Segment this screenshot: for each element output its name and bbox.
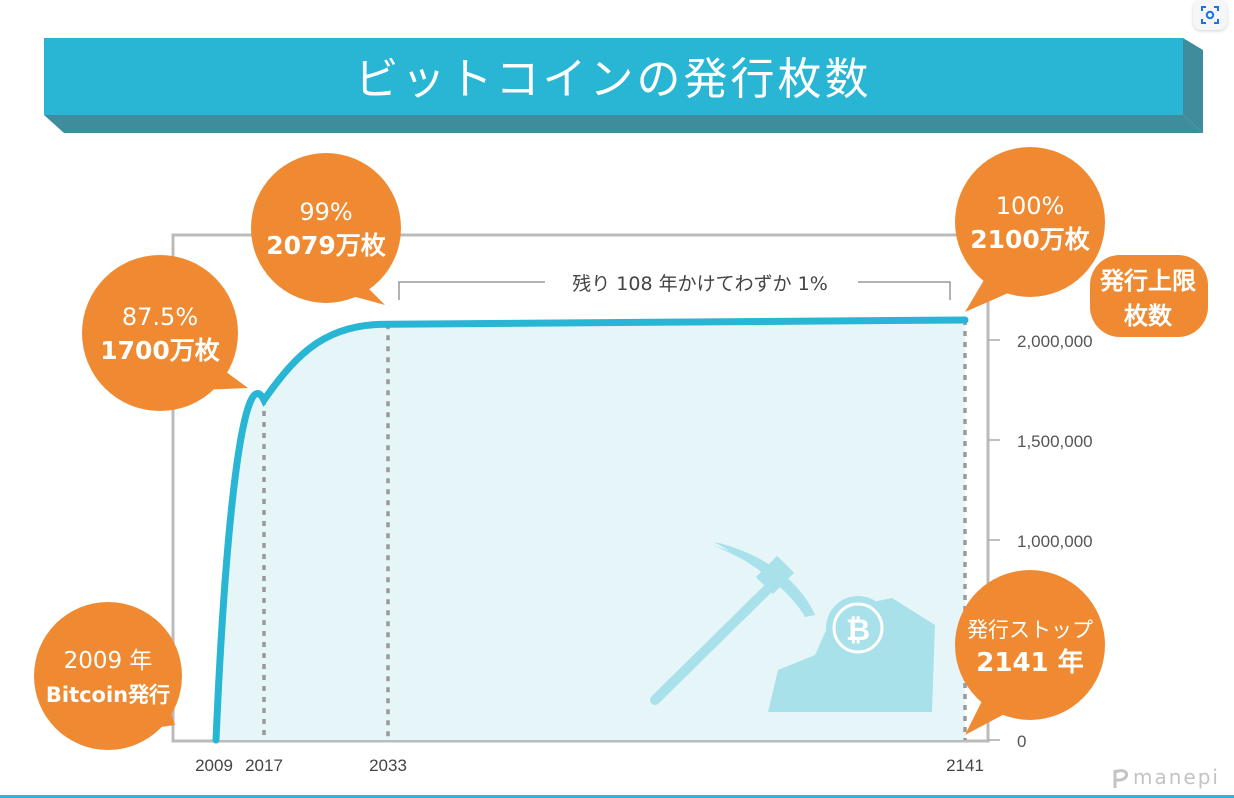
manepi-logo-text: manepi [1133, 765, 1220, 789]
x-tick-label: 2017 [245, 756, 283, 775]
span-bracket-left [398, 281, 545, 300]
callout-circle [955, 570, 1105, 720]
callout-circle [34, 602, 182, 750]
callout-bubble: 87.5% 1700万枚 [82, 255, 248, 411]
coin-ring [832, 602, 884, 654]
span-bracket-right [858, 281, 951, 300]
chart-title: ビットコインの発行枚数 [355, 54, 872, 105]
lens-button[interactable] [1193, 0, 1227, 30]
callout-text-line1: 発行ストップ [967, 618, 1093, 642]
pickaxe-handle [650, 570, 787, 705]
span-annotation-label: 残り 108 年かけてわずか 1% [572, 273, 828, 295]
callout-bubble: 2009 年 Bitcoin発行 [34, 602, 182, 750]
callout-bubble: 100% 2100万枚 [955, 147, 1105, 312]
banner-side [1183, 38, 1203, 133]
callout-circle [955, 147, 1105, 297]
area-fill [216, 320, 965, 740]
x-axis: 2009 2017 2033 2141 [195, 756, 984, 775]
pickaxe-icon: ₿ [650, 542, 935, 712]
title-banner: ビットコインの発行枚数 [44, 38, 1203, 133]
y-axis: 2,000,000 1,500,000 1,000,000 0 [988, 332, 1093, 751]
callout-circle [251, 153, 401, 303]
reference-lines [262, 320, 967, 740]
y-tick-label: 0 [1017, 732, 1026, 751]
pickaxe-head-tip [714, 542, 815, 617]
callout-text-line2: 2079万枚 [266, 231, 386, 260]
supply-cap-label: 発行上限 枚数 [1090, 255, 1208, 337]
banner-face [44, 38, 1183, 115]
callout-bubble: 99% 2079万枚 [251, 153, 401, 305]
y-tick-label: 1,000,000 [1017, 532, 1093, 551]
callout-text-line1: 87.5% [122, 303, 198, 331]
callout-text-line1: 2009 年 [64, 648, 153, 674]
callout-circle [82, 255, 238, 411]
callouts: 2009 年 Bitcoin発行 87.5% 1700万枚 99% 2079万枚 100% 2… [34, 147, 1105, 750]
series-line [212, 316, 969, 744]
banner-bottom [44, 115, 1203, 133]
span-annotation: 残り 108 年かけてわずか 1% [398, 273, 951, 300]
x-tick-label: 2009 [195, 756, 233, 775]
bitcoin-coin-icon: ₿ [826, 596, 890, 660]
callout-text-line1: 99% [299, 198, 352, 226]
callout-bubble: 発行ストップ 2141 年 [955, 570, 1105, 735]
coin-symbol: ₿ [846, 613, 870, 648]
supply-cap-label-line2: 枚数 [1124, 302, 1173, 330]
callout-text-line2: 2100万枚 [970, 225, 1090, 254]
y-tick-label: 2,000,000 [1017, 332, 1093, 351]
callout-text-line2: 1700万枚 [100, 336, 220, 365]
pickaxe-grip [755, 555, 795, 595]
bottom-border [0, 795, 1234, 798]
supply-cap-label-bg [1090, 255, 1208, 337]
lens-icon [1201, 6, 1219, 24]
supply-cap-label-line1: 発行上限 [1099, 267, 1196, 295]
y-tick-label: 1,500,000 [1017, 432, 1093, 451]
manepi-logo-icon: manepi [1113, 765, 1220, 789]
callout-text-line2: 2141 年 [976, 647, 1083, 678]
callout-text-line2: Bitcoin発行 [46, 683, 170, 707]
x-tick-label: 2033 [369, 756, 407, 775]
callout-text-line1: 100% [996, 192, 1065, 220]
x-tick-label: 2141 [946, 756, 984, 775]
